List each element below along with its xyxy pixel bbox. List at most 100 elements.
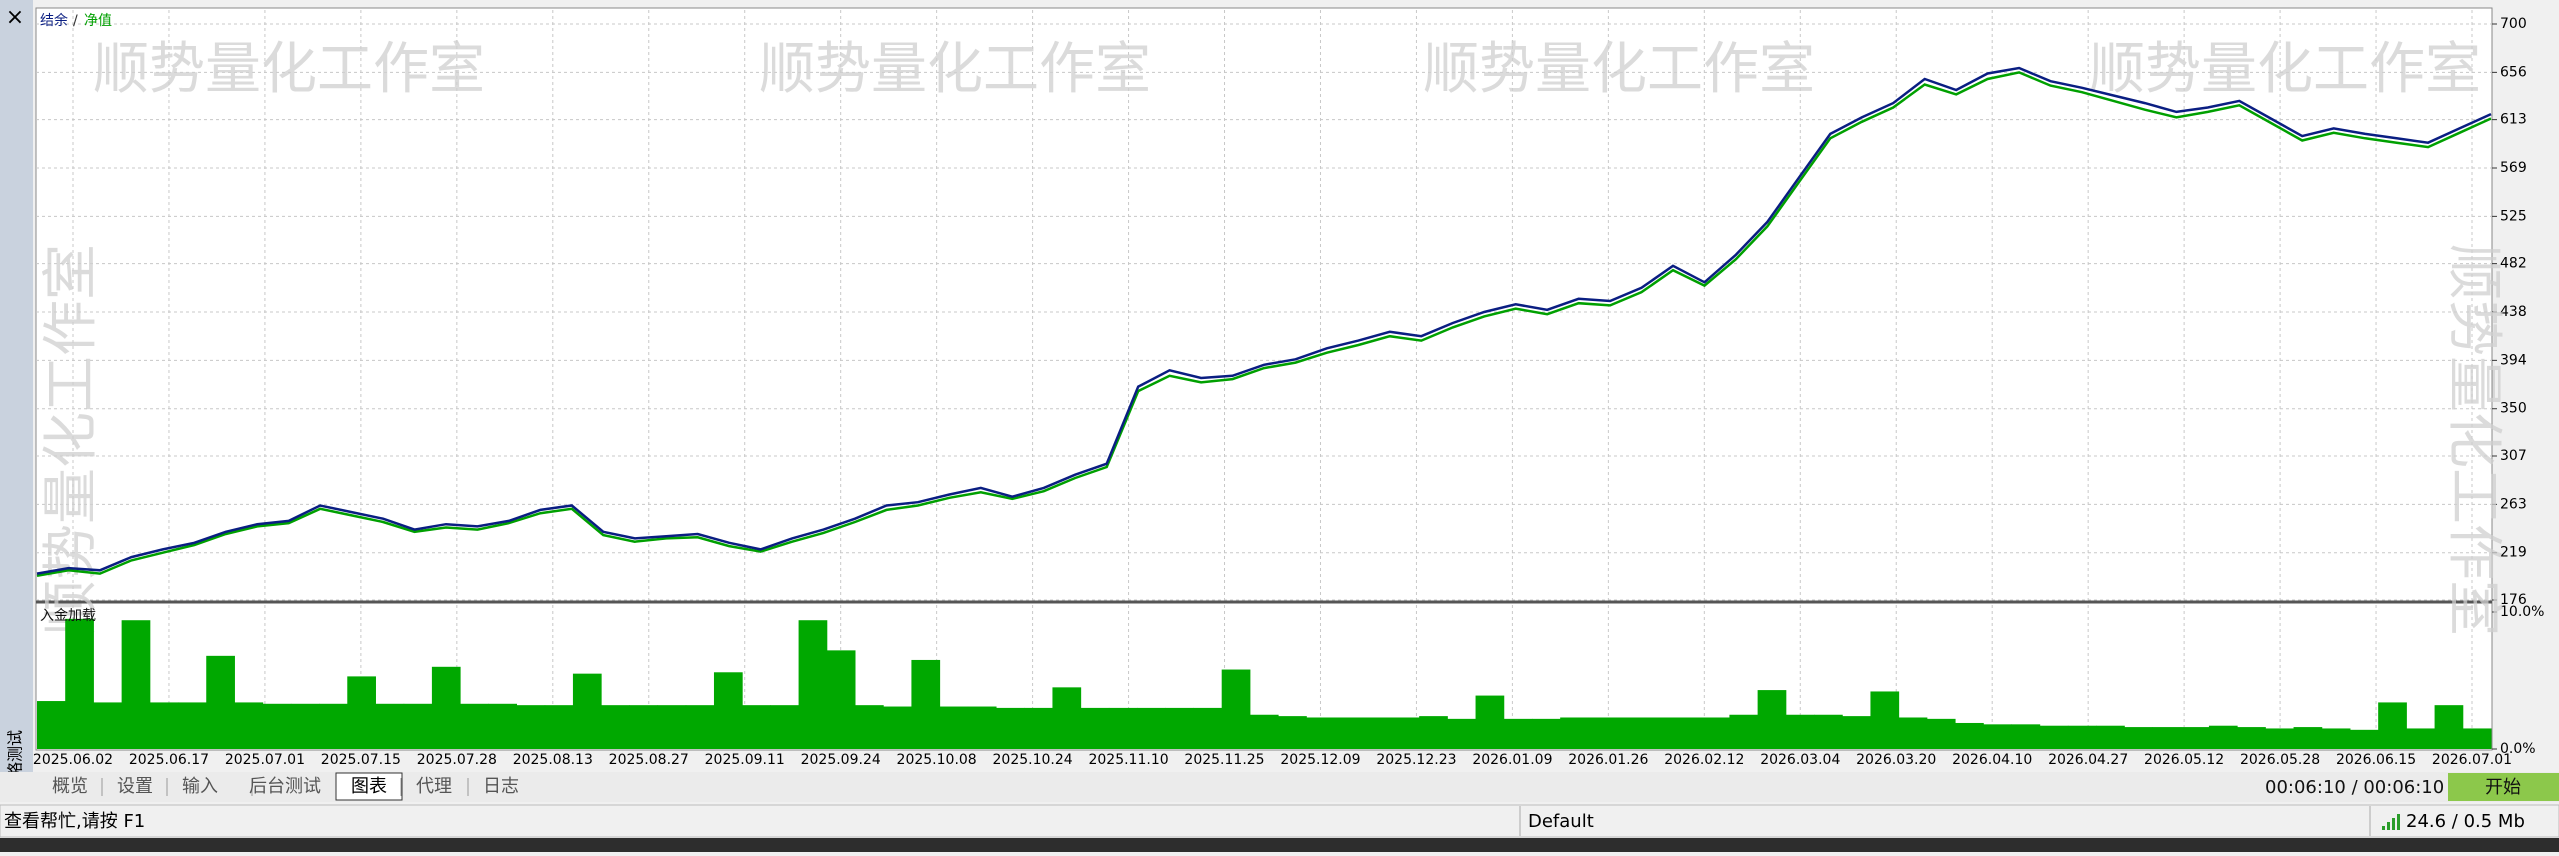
tab[interactable]: 输入 [182,776,218,797]
tab-bar [0,772,2559,802]
tab[interactable]: 后台测试 [249,776,321,797]
watermarks: 顺势量化工作室 顺势量化工作室 顺势量化工作室 顺势量化工作室 顺势量化工作室 … [39,37,2506,636]
load-bar [319,703,348,749]
load-bar [2378,702,2407,749]
y2-tick-label: 10.0% [2500,604,2544,620]
y2-tick-label: 0.0% [2500,741,2536,757]
timer: 00:06:10 / 00:06:10 [2265,777,2444,798]
load-bar [1362,717,1392,749]
watermark: 顺势量化工作室 [1423,37,1815,102]
y-tick-label: 525 [2500,208,2527,224]
y-tick-label: 656 [2500,64,2527,80]
watermark: 顺势量化工作室 [93,37,485,102]
status-bar [0,804,2559,838]
load-bar [1588,717,1618,749]
load-bar [375,703,405,749]
start-button[interactable]: 开始 [2485,777,2521,798]
close-button[interactable]: × [6,5,24,30]
load-bar [855,705,884,749]
load-bar [2293,727,2323,749]
tab[interactable]: 日志 [483,776,519,797]
load-bar [65,618,94,749]
load-bar [967,706,997,749]
load-bar [883,706,912,749]
load-bar [488,703,518,749]
load-bar [1616,717,1646,749]
watermark: 顺势量化工作室 [2441,244,2506,636]
x-tick-label: 2025.12.09 [1280,752,1360,768]
x-tick-label: 2026.06.15 [2336,752,2416,768]
start-button-bg[interactable] [2448,773,2559,801]
y-tick-label: 350 [2500,401,2527,417]
load-bar [1108,707,1138,749]
x-tick-label: 2025.07.01 [225,752,305,768]
load-bar [1644,717,1674,749]
x-tick-label: 2026.01.26 [1568,752,1648,768]
load-bar [826,650,856,749]
chart-area [35,7,2493,751]
load-bar [2208,725,2238,749]
x-tick-label: 2025.11.10 [1088,752,1168,768]
y-tick-label: 307 [2500,448,2527,464]
load-bar [234,702,264,749]
load-bar [1531,718,1561,749]
load-bar [1560,717,1589,749]
legend-equity: 净值 [84,13,112,29]
load-bar [1757,690,1787,749]
load-bar [601,705,630,749]
load-bar [2321,728,2351,749]
grid: 176 219 263 307 350 394 438 482 525 569 613 656 700 0… [33,10,2544,768]
load-bar [1165,707,1194,749]
load-bar [2124,727,2154,749]
load-bar [1052,687,1082,749]
tab[interactable]: 概览 [52,776,88,797]
load-bar [347,676,376,749]
tab[interactable]: 图表 [351,776,387,797]
load-bar [1306,717,1336,749]
watermark: 顺势量化工作室 [2089,37,2481,102]
series-line [36,66,2492,575]
load-bar [2265,728,2295,749]
load-bar [1249,714,1279,749]
load-bar [121,620,151,749]
load-bar [206,655,235,749]
load-bar [431,666,461,749]
tabs: 概览 设置 输入 后台测试 图表 代理 日志 [52,772,519,801]
load-bar [911,659,941,749]
x-tick-label: 2025.07.15 [321,752,401,768]
x-tick-label: 2025.08.27 [609,752,689,768]
load-bar [37,701,66,749]
signal-icon [2382,814,2400,830]
y-tick-label: 263 [2500,496,2527,512]
plot [36,66,2492,749]
tab[interactable]: 代理 [416,776,452,797]
load-bar [2067,725,2097,749]
load-bar [2011,724,2041,749]
y-tick-label: 700 [2500,16,2527,32]
load-bar [2406,728,2436,749]
load-bar [996,707,1025,749]
load-bar [1419,716,1448,749]
x-tick-label: 2025.09.24 [801,752,881,768]
series-line [36,71,2492,578]
load-bar [1983,724,2012,749]
load-bar [1447,718,1477,749]
load-bar [1814,714,1843,749]
load-bar [2039,725,2069,749]
x-tick-label: 2026.04.27 [2048,752,2128,768]
watermark: 顺势量化工作室 [39,244,104,636]
x-tick-label: 2025.06.17 [129,752,209,768]
x-tick-label: 2026.05.28 [2240,752,2320,768]
tab[interactable]: 设置 [117,776,153,797]
x-tick-label: 2026.01.09 [1472,752,1552,768]
load-bar [1024,707,1053,749]
x-tick-label: 2025.08.13 [513,752,593,768]
x-tick-label: 2025.07.28 [417,752,497,768]
y-tick-label: 569 [2500,160,2527,176]
load-bar [798,620,828,749]
x-tick-label: 2026.07.01 [2432,752,2512,768]
y-tick-label: 482 [2500,256,2527,272]
load-bar [2349,729,2379,749]
load-bar [1785,714,1815,749]
